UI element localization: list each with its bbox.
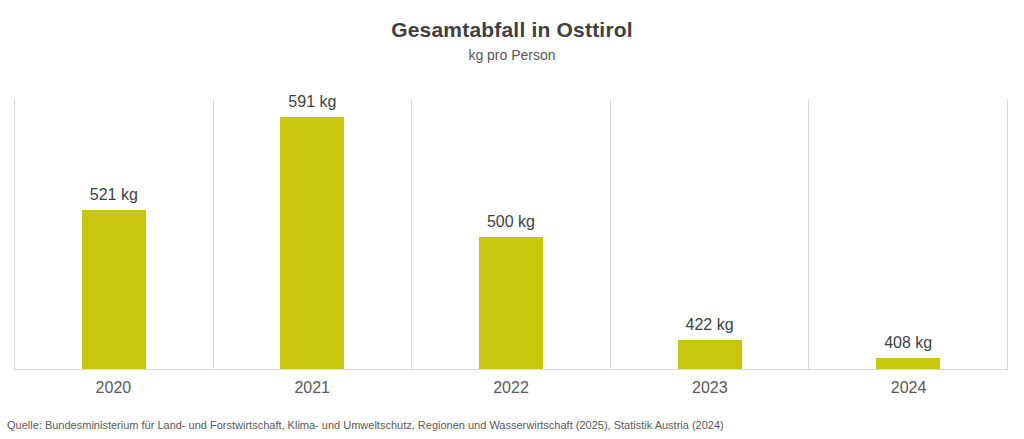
chart-panel: 521 kg: [15, 99, 214, 369]
x-axis-label-2022: 2022: [412, 379, 611, 397]
value-label-2023: 422 kg: [611, 317, 809, 333]
bar-2023: [678, 340, 742, 369]
chart-title: Gesamtabfall in Osttirol: [0, 18, 1024, 42]
value-label-2024: 408 kg: [809, 335, 1007, 351]
chart-subtitle: kg pro Person: [0, 47, 1024, 63]
bar-2021: [280, 117, 344, 369]
chart-canvas: Gesamtabfall in Osttirol kg pro Person 5…: [0, 0, 1024, 439]
plot-area: 521 kg591 kg500 kg 422 kg408 kg: [14, 99, 1008, 370]
value-label-2022: 500 kg: [412, 214, 610, 230]
chart-panel: 422 kg: [611, 99, 810, 369]
bar-2020: [82, 210, 146, 369]
source-note: Quelle: Bundesministerium für Land- und …: [7, 419, 1017, 431]
x-axis-labels: 20202021202220232024: [14, 379, 1008, 397]
chart-panel: 591 kg: [214, 99, 413, 369]
x-axis-label-2021: 2021: [213, 379, 412, 397]
x-axis-label-2020: 2020: [14, 379, 213, 397]
bar-2024: [876, 358, 940, 369]
chart-panel: 408 kg: [809, 99, 1008, 369]
x-axis-label-2023: 2023: [610, 379, 809, 397]
x-axis-label-2024: 2024: [809, 379, 1008, 397]
value-label-2021: 591 kg: [214, 94, 412, 110]
bar-2022: [479, 237, 543, 369]
chart-panel: 500 kg: [412, 99, 611, 369]
value-label-2020: 521 kg: [15, 187, 213, 203]
